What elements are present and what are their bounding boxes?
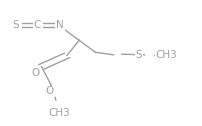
Text: N: N (56, 20, 63, 30)
Text: O: O (31, 68, 39, 78)
Text: CH3: CH3 (155, 50, 177, 60)
Text: S: S (12, 20, 18, 30)
Text: S: S (135, 50, 142, 60)
Text: O: O (45, 86, 54, 96)
Text: C: C (34, 20, 41, 30)
Text: CH3: CH3 (48, 108, 69, 118)
